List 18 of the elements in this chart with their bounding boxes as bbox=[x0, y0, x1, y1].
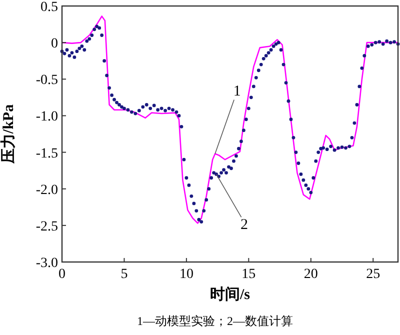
x-axis-title: 时间/s bbox=[210, 286, 250, 303]
y-tick-label: -1.0 bbox=[36, 110, 58, 125]
y-tick-label: -2.5 bbox=[36, 219, 58, 234]
series-label: 1 bbox=[233, 84, 241, 100]
y-tick-label: 0 bbox=[51, 36, 58, 52]
text: 2 bbox=[240, 217, 248, 234]
text: 1—动模型实验；2—数值计算 bbox=[137, 314, 293, 328]
x-tick-label: 5 bbox=[120, 267, 128, 282]
x-tick-label: 10 bbox=[179, 267, 194, 282]
y-tick-label: -3.0 bbox=[36, 256, 58, 271]
y-tick-label: -0.5 bbox=[36, 73, 58, 88]
x-tick-label: 15 bbox=[242, 267, 256, 282]
x-tick-label: 20 bbox=[304, 267, 318, 282]
x-tick-label: 25 bbox=[366, 267, 380, 282]
y-tick-label: -1.5 bbox=[36, 146, 58, 162]
y-tick-label: -2.0 bbox=[36, 182, 58, 198]
y-axis-title: 压力/kPa bbox=[0, 104, 17, 165]
y-tick-label: 0.5 bbox=[40, 0, 58, 15]
